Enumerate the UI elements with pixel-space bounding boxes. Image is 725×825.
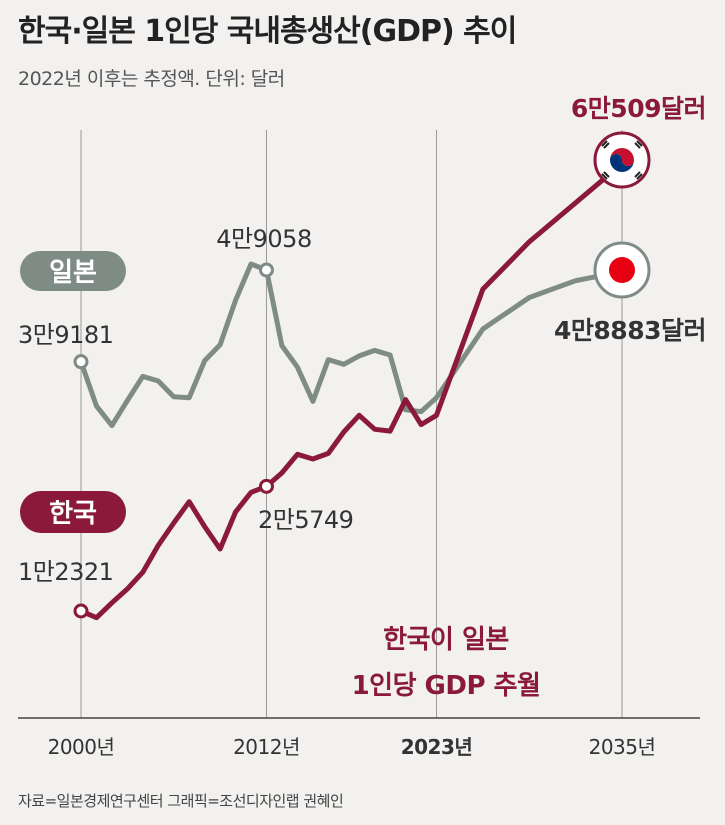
x-tick-label: 2012년 — [233, 735, 300, 759]
x-tick-label: 2023년 — [401, 735, 473, 759]
japan-flag-icon — [593, 241, 651, 299]
korea-tag-label: 한국 — [49, 499, 97, 529]
korea-end-label: 6만509달러 — [571, 94, 706, 123]
japan-start-label: 3만9181 — [18, 321, 113, 349]
overtake-annotation-line2: 1인당 GDP 추월 — [352, 671, 541, 701]
x-tick-label: 2000년 — [48, 735, 115, 759]
korea-flag-icon — [593, 131, 651, 189]
japan-tag-label: 일본 — [49, 258, 97, 288]
japan-legend-tag: 일본 — [20, 251, 126, 291]
chart-subtitle: 2022년 이후는 추정액. 단위: 달러 — [18, 68, 285, 90]
japan-series-line — [78, 261, 625, 429]
korea-series-line — [78, 161, 625, 621]
korea-start-label: 1만2321 — [18, 558, 113, 586]
series-markers — [73, 262, 274, 619]
japan-point-marker — [73, 354, 89, 370]
chart-title: 한국·일본 1인당 국내총생산(GDP) 추이 — [18, 14, 517, 49]
japan-point-marker — [258, 262, 274, 278]
korea-point-marker — [258, 478, 274, 494]
overtake-annotation-line1: 한국이 일본 — [383, 625, 509, 655]
vertical-guide-lines — [80, 130, 623, 718]
series-lines — [78, 161, 625, 621]
korea-point-marker — [73, 603, 89, 619]
korea-mid-label: 2만5749 — [258, 506, 353, 534]
japan-end-label: 4만8883달러 — [554, 316, 706, 345]
source-credits: 자료=일본경제연구센터 그래픽=조선디자인랩 권혜인 — [18, 792, 344, 810]
x-axis-ticks: 2000년 2012년 2023년 2035년 — [48, 735, 656, 759]
korea-legend-tag: 한국 — [20, 491, 126, 533]
japan-peak-label: 4만9058 — [216, 225, 311, 253]
x-tick-label: 2035년 — [589, 735, 656, 759]
